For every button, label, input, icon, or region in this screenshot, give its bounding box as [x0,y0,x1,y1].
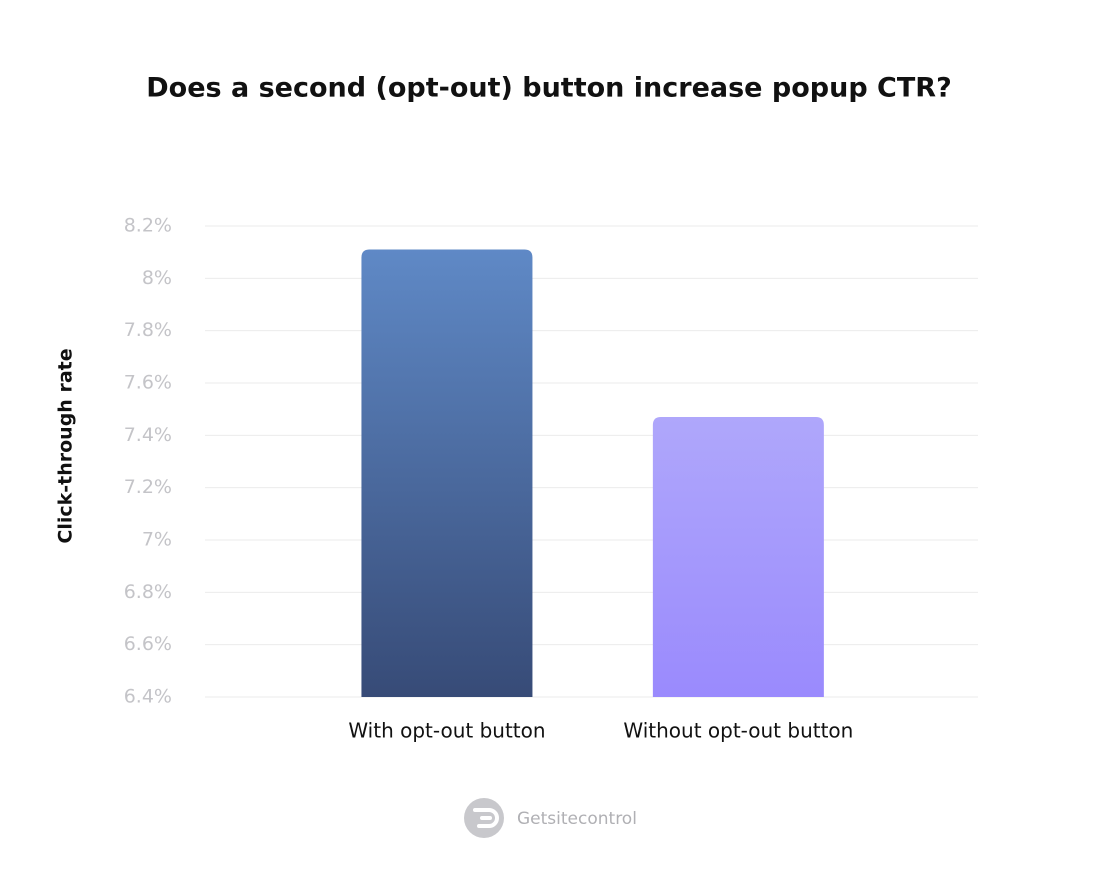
y-tick-label: 7% [142,529,172,551]
y-tick-label: 7.8% [124,319,172,341]
x-tick-label: With opt-out button [348,719,545,743]
y-tick-label: 6.6% [124,633,172,655]
y-tick-label: 8% [142,267,172,289]
y-tick-label: 7.2% [124,476,172,498]
chart-title: Does a second (opt-out) button increase … [146,73,951,104]
brand-name: Getsitecontrol [517,809,637,829]
brand-logo [464,798,504,838]
y-tick-label: 6.8% [124,581,172,603]
bar [652,417,824,697]
y-tick-label: 8.2% [124,215,172,237]
y-axis-label: Click-through rate [55,348,77,543]
y-tick-label: 6.4% [124,686,172,708]
x-tick-label: Without opt-out button [623,719,853,743]
y-tick-label: 7.4% [124,424,172,446]
bar [361,249,533,698]
y-tick-label: 7.6% [124,372,172,394]
